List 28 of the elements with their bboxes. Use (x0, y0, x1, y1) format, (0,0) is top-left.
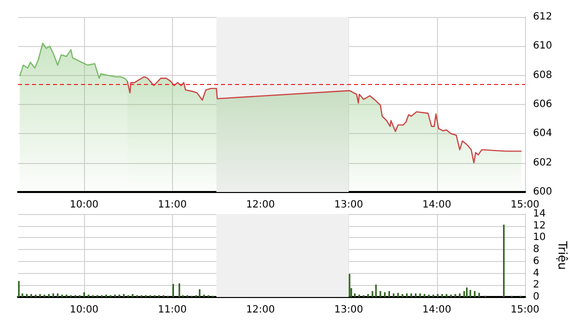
y-tick-label: 12 (533, 220, 546, 232)
x-tick-label: 15:00 (510, 200, 540, 210)
x-tick-label: 14:00 (422, 200, 452, 210)
y-tick-label: 8 (533, 244, 540, 256)
x-tick-label: 10:00 (70, 200, 99, 210)
y-axis-title: Triệu (556, 240, 570, 270)
x-tick-label: 15:00 (510, 304, 540, 316)
y-tick-label: 610 (533, 40, 552, 52)
x-tick-label: 14:00 (422, 304, 452, 316)
x-tick-label: 10:00 (70, 304, 99, 316)
y-tick-label: 600 (533, 186, 552, 198)
y-tick-label: 606 (533, 99, 552, 110)
y-tick-label: 612 (533, 12, 552, 22)
y-tick-label: 4 (533, 268, 540, 279)
y-tick-label: 602 (533, 157, 552, 168)
x-tick-label: 13:00 (334, 304, 364, 316)
y-tick-label: 6 (533, 256, 540, 267)
y-tick-label: 0 (533, 292, 540, 302)
x-tick-label: 11:00 (158, 304, 187, 316)
y-tick-label: 14 (533, 208, 546, 220)
x-tick-label: 13:00 (334, 200, 364, 210)
y-tick-label: 604 (533, 128, 552, 140)
y-tick-label: 10 (533, 232, 546, 244)
x-tick-label: 12:00 (246, 304, 275, 316)
x-tick-label: 11:00 (158, 200, 187, 210)
y-tick-label: 2 (533, 280, 540, 291)
y-tick-label: 608 (533, 70, 552, 81)
x-tick-label: 12:00 (246, 200, 275, 210)
